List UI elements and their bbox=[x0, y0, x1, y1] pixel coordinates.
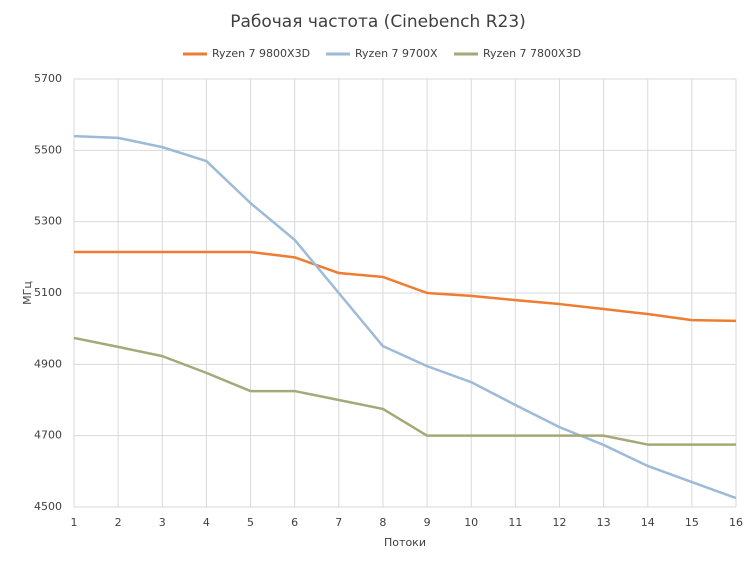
legend-label: Ryzen 7 9800X3D bbox=[212, 47, 310, 60]
x-tick-label: 7 bbox=[335, 516, 342, 529]
x-tick-label: 16 bbox=[729, 516, 743, 529]
legend-label: Ryzen 7 7800X3D bbox=[483, 47, 581, 60]
x-tick-label: 4 bbox=[203, 516, 210, 529]
y-tick-label: 5500 bbox=[34, 143, 62, 156]
x-tick-label: 1 bbox=[71, 516, 78, 529]
y-tick-label: 4500 bbox=[34, 500, 62, 513]
x-tick-label: 11 bbox=[508, 516, 522, 529]
y-tick-label: 5700 bbox=[34, 72, 62, 85]
x-tick-label: 14 bbox=[641, 516, 655, 529]
x-tick-label: 6 bbox=[291, 516, 298, 529]
series-line bbox=[73, 134, 737, 500]
x-tick-label: 5 bbox=[247, 516, 254, 529]
x-tick-label: 10 bbox=[464, 516, 478, 529]
x-tick-label: 9 bbox=[424, 516, 431, 529]
series-line bbox=[74, 250, 737, 323]
legend-label: Ryzen 7 9700X bbox=[355, 47, 438, 60]
x-tick-label: 15 bbox=[685, 516, 699, 529]
x-tick-label: 2 bbox=[115, 516, 122, 529]
x-axis-title: Потоки bbox=[384, 536, 426, 549]
x-tick-label: 3 bbox=[159, 516, 166, 529]
y-tick-label: 5300 bbox=[34, 215, 62, 228]
series-line bbox=[73, 336, 736, 446]
y-tick-label: 5100 bbox=[34, 286, 62, 299]
x-tick-label: 12 bbox=[552, 516, 566, 529]
y-tick-label: 4900 bbox=[34, 357, 62, 370]
chart-title: Рабочая частота (Cinebench R23) bbox=[230, 12, 526, 32]
y-axis-title: МГц bbox=[21, 281, 34, 305]
x-tick-label: 13 bbox=[597, 516, 611, 529]
y-tick-label: 4700 bbox=[34, 429, 62, 442]
x-tick-label: 8 bbox=[379, 516, 386, 529]
